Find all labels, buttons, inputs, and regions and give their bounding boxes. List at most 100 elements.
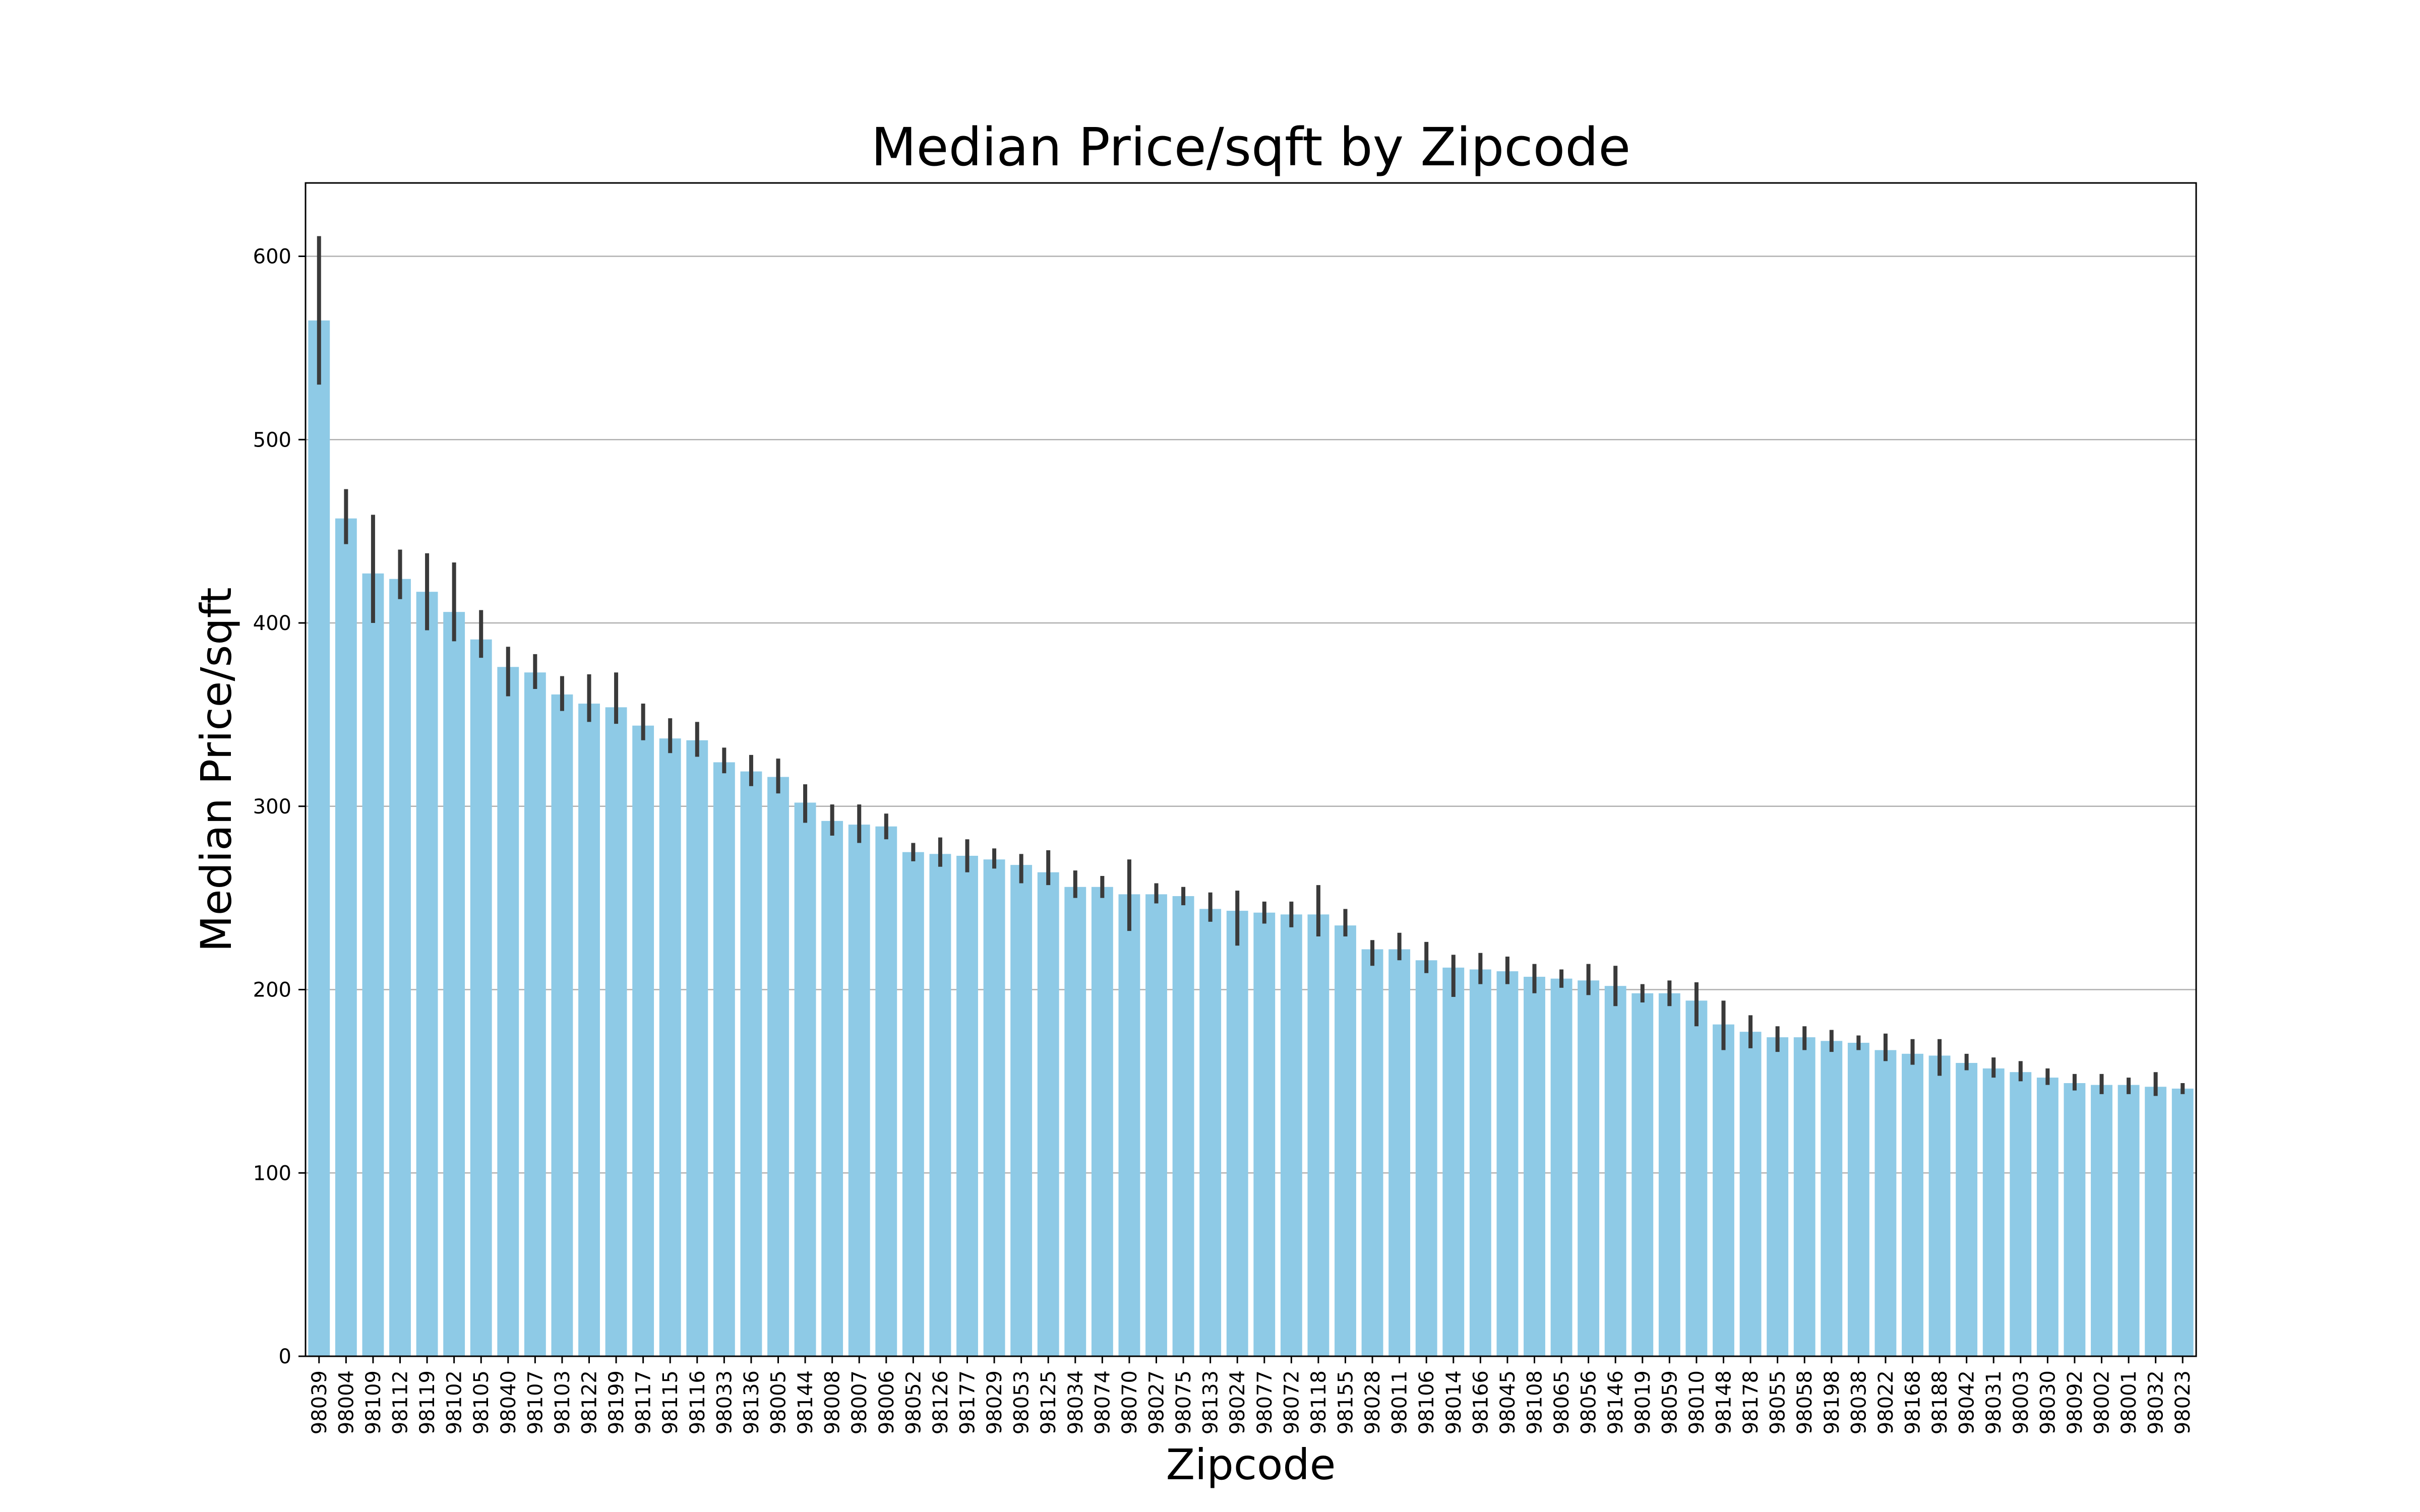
x-tick-label: 98117 bbox=[632, 1370, 655, 1434]
x-tick-label: 98045 bbox=[1496, 1370, 1520, 1434]
x-tick-label: 98024 bbox=[1226, 1370, 1249, 1434]
x-tick-label: 98107 bbox=[524, 1370, 547, 1434]
x-tick-label: 98077 bbox=[1253, 1370, 1277, 1434]
x-tick-label: 98034 bbox=[1064, 1370, 1087, 1434]
x-tick-label: 98199 bbox=[605, 1370, 628, 1434]
x-tick-label: 98022 bbox=[1874, 1370, 1898, 1434]
bar bbox=[1335, 925, 1356, 1356]
x-tick-label: 98040 bbox=[497, 1370, 520, 1434]
x-tick-label: 98004 bbox=[335, 1370, 358, 1434]
bar bbox=[1172, 896, 1194, 1356]
x-tick-label: 98011 bbox=[1388, 1370, 1412, 1434]
bar bbox=[2171, 1088, 2194, 1356]
bar bbox=[659, 738, 681, 1356]
bar bbox=[362, 573, 384, 1356]
bar bbox=[1199, 909, 1222, 1356]
bar bbox=[2145, 1087, 2167, 1356]
x-tick-label: 98023 bbox=[2171, 1370, 2195, 1434]
y-tick-label: 500 bbox=[253, 428, 291, 452]
chart-title: Median Price/sqft by Zipcode bbox=[871, 116, 1630, 178]
x-tick-label: 98155 bbox=[1335, 1370, 1358, 1434]
bar bbox=[1982, 1068, 2005, 1356]
bar bbox=[956, 855, 978, 1356]
x-tick-label: 98031 bbox=[1982, 1370, 2006, 1434]
x-tick-label: 98042 bbox=[1956, 1370, 1979, 1434]
bar bbox=[1118, 894, 1140, 1356]
x-axis-label: Zipcode bbox=[1166, 1440, 1336, 1489]
bar bbox=[578, 704, 600, 1356]
bar bbox=[2064, 1083, 2086, 1356]
x-tick-label: 98198 bbox=[1821, 1370, 1844, 1434]
bar bbox=[524, 672, 546, 1356]
x-tick-label: 98074 bbox=[1091, 1370, 1114, 1434]
bar bbox=[1307, 914, 1329, 1356]
x-tick-label: 98059 bbox=[1658, 1370, 1681, 1434]
bar bbox=[848, 825, 870, 1356]
x-tick-label: 98109 bbox=[362, 1370, 385, 1434]
x-tick-label: 98144 bbox=[794, 1370, 817, 1434]
bar bbox=[1496, 971, 1519, 1356]
plot-frame bbox=[305, 182, 2197, 1357]
x-tick-label: 98008 bbox=[821, 1370, 844, 1434]
x-tick-label: 98133 bbox=[1199, 1370, 1223, 1434]
x-tick-label: 98002 bbox=[2091, 1370, 2114, 1434]
bar bbox=[794, 802, 816, 1356]
bar bbox=[1658, 993, 1680, 1356]
x-tick-label: 98039 bbox=[308, 1370, 331, 1434]
y-tick-label: 200 bbox=[253, 979, 291, 1002]
bar bbox=[1604, 986, 1626, 1356]
x-tick-label: 98072 bbox=[1280, 1370, 1303, 1434]
bar bbox=[1821, 1041, 1843, 1356]
x-tick-label: 98125 bbox=[1037, 1370, 1060, 1434]
x-tick-label: 98126 bbox=[929, 1370, 952, 1434]
bar bbox=[2091, 1085, 2112, 1356]
bar bbox=[497, 667, 519, 1356]
x-tick-label: 98122 bbox=[578, 1370, 601, 1434]
bar bbox=[902, 852, 924, 1356]
bar bbox=[1361, 949, 1383, 1356]
x-axis: 98039 98004 98109 98112 98119 98102 98105 98040… bbox=[308, 1356, 2195, 1434]
bar bbox=[1739, 1032, 1762, 1356]
bar bbox=[1037, 872, 1059, 1356]
bar bbox=[1415, 960, 1437, 1356]
x-tick-label: 98001 bbox=[2118, 1370, 2141, 1434]
bar bbox=[1956, 1063, 1978, 1356]
bar bbox=[1253, 912, 1276, 1356]
y-axis: 0 100 200 300 400 500 600 bbox=[253, 245, 306, 1368]
bar bbox=[983, 859, 1005, 1356]
x-tick-label: 98106 bbox=[1415, 1370, 1438, 1434]
bar bbox=[686, 740, 708, 1356]
x-tick-label: 98103 bbox=[551, 1370, 574, 1434]
x-tick-label: 98027 bbox=[1145, 1370, 1169, 1434]
x-tick-label: 98033 bbox=[713, 1370, 736, 1434]
bar bbox=[1091, 887, 1113, 1356]
bar bbox=[740, 771, 762, 1356]
x-tick-label: 98177 bbox=[956, 1370, 980, 1434]
bar bbox=[1442, 967, 1465, 1356]
bar bbox=[1010, 865, 1033, 1356]
x-tick-label: 98148 bbox=[1713, 1370, 1736, 1434]
x-tick-label: 98118 bbox=[1307, 1370, 1330, 1434]
bar bbox=[335, 518, 357, 1356]
x-tick-label: 98032 bbox=[2145, 1370, 2168, 1434]
x-tick-label: 98003 bbox=[2010, 1370, 2033, 1434]
bars bbox=[308, 320, 2194, 1356]
bar bbox=[2010, 1072, 2032, 1356]
bar bbox=[875, 826, 897, 1356]
x-tick-label: 98102 bbox=[443, 1370, 466, 1434]
x-tick-label: 98116 bbox=[686, 1370, 709, 1434]
bar bbox=[2118, 1085, 2140, 1356]
bar bbox=[1524, 977, 1545, 1356]
x-tick-label: 98010 bbox=[1685, 1370, 1709, 1434]
bar bbox=[1847, 1042, 1869, 1356]
x-tick-label: 98006 bbox=[875, 1370, 898, 1434]
bar bbox=[767, 777, 789, 1356]
x-tick-label: 98168 bbox=[1902, 1370, 1925, 1434]
bar bbox=[1064, 887, 1086, 1356]
y-tick-label: 600 bbox=[253, 245, 291, 269]
bar bbox=[1793, 1037, 1816, 1356]
bar bbox=[1902, 1053, 1923, 1356]
x-tick-label: 98007 bbox=[848, 1370, 871, 1434]
bar bbox=[1578, 980, 1600, 1356]
x-tick-label: 98105 bbox=[470, 1370, 493, 1434]
